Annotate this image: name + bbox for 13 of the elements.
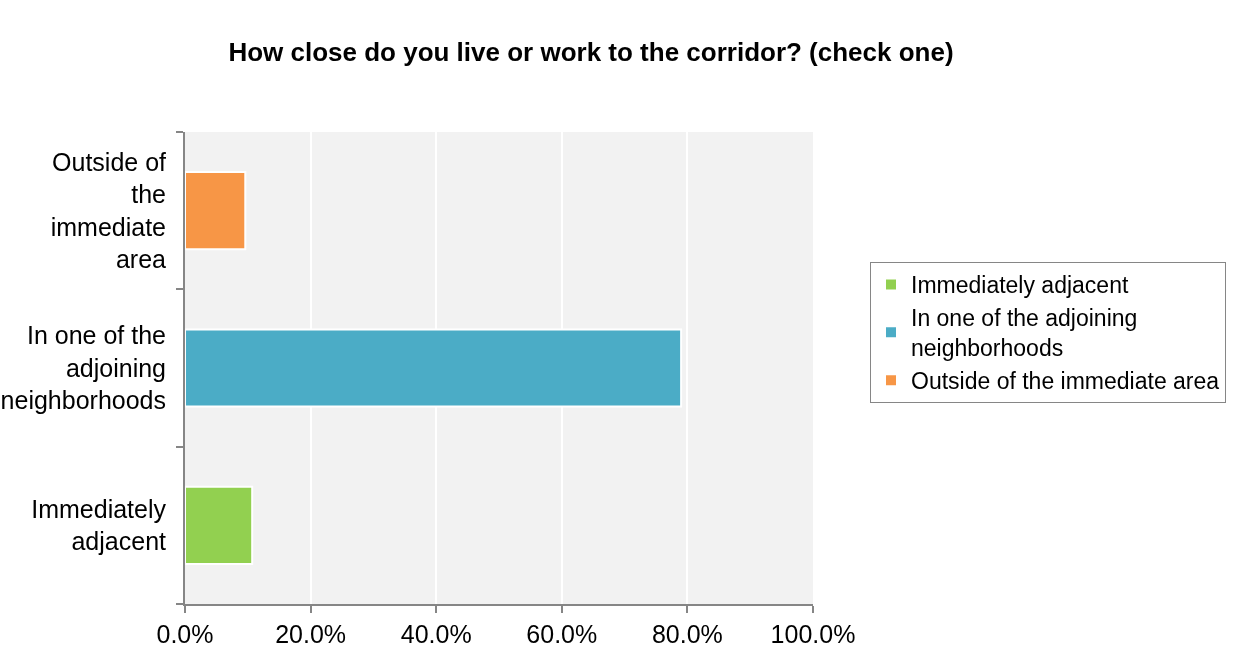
x-tick-label: 80.0% <box>651 620 723 648</box>
x-tick-label: 20.0% <box>275 620 347 648</box>
legend-label: In one of the adjoining neighborhoods <box>911 305 1138 362</box>
y-tick-label: In one of the adjoining neighborhoods <box>0 321 166 415</box>
y-tick-label: Immediately adjacent <box>31 494 167 556</box>
x-tick-label: 40.0% <box>400 620 472 648</box>
legend-label: Outside of the immediate area <box>911 368 1220 395</box>
x-tick-label: 0.0% <box>156 620 214 648</box>
x-tick-label: 60.0% <box>526 620 598 648</box>
x-tick-label: 100.0% <box>770 620 856 648</box>
y-tick-label: Outside of the immediate area <box>50 147 167 274</box>
chart-title: How close do you live or work to the corridor? (check one) <box>228 37 954 68</box>
legend-label: Immediately adjacent <box>911 272 1129 299</box>
